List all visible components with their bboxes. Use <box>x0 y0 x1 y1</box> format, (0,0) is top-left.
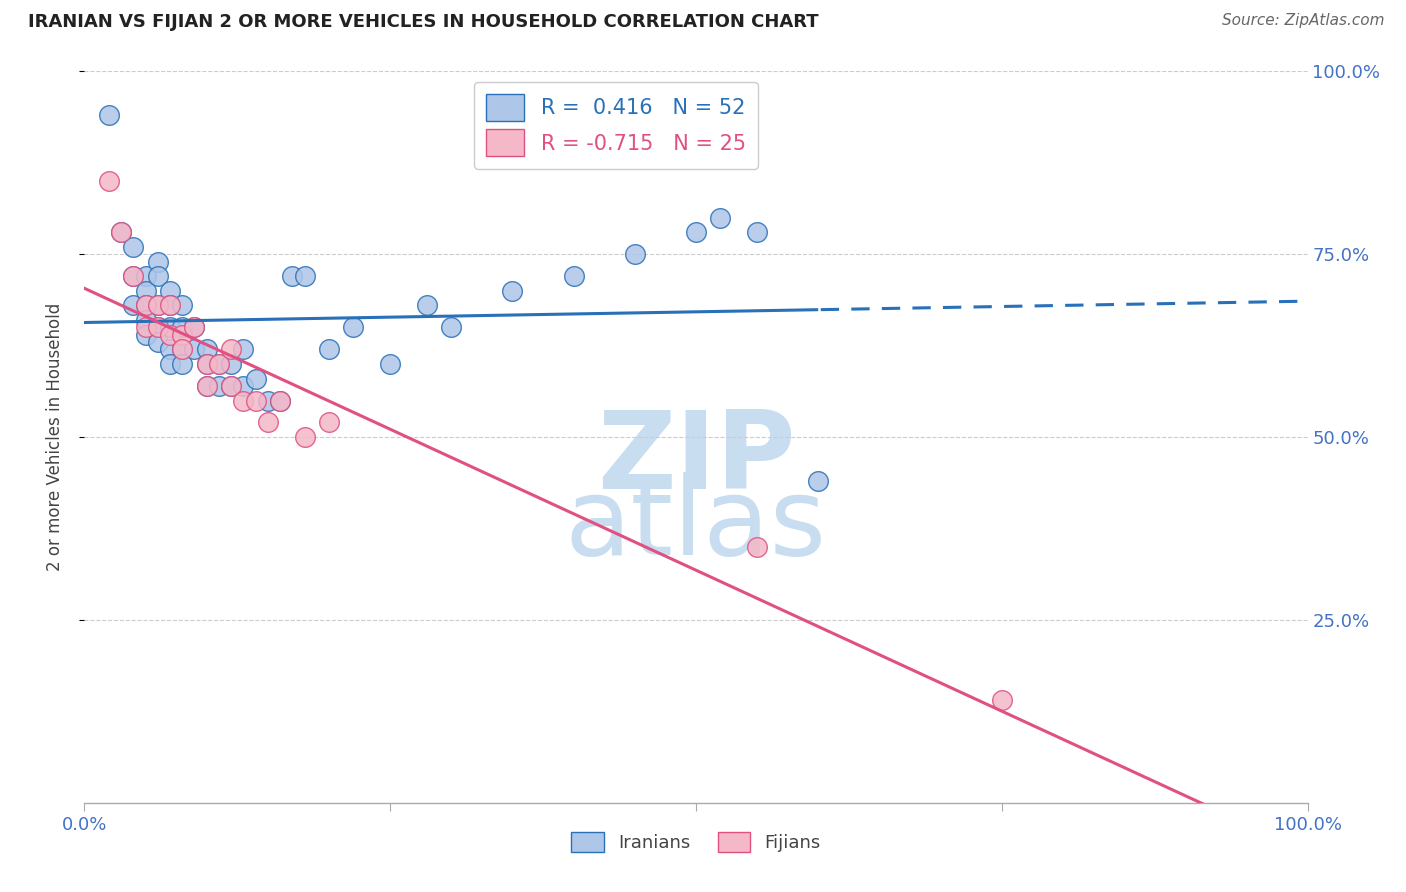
Point <box>257 416 280 430</box>
Point <box>172 343 194 357</box>
Point <box>135 298 157 312</box>
Point <box>172 357 194 371</box>
Point <box>135 298 157 312</box>
Point <box>562 269 585 284</box>
Point <box>219 379 242 393</box>
Point <box>110 225 132 239</box>
Point <box>245 393 267 408</box>
Point <box>502 284 524 298</box>
Point <box>146 298 169 312</box>
Text: IRANIAN VS FIJIAN 2 OR MORE VEHICLES IN HOUSEHOLD CORRELATION CHART: IRANIAN VS FIJIAN 2 OR MORE VEHICLES IN … <box>28 13 818 31</box>
Point <box>122 240 145 254</box>
Point <box>807 474 830 488</box>
Point <box>159 320 181 334</box>
Point <box>146 254 169 268</box>
Y-axis label: 2 or more Vehicles in Household: 2 or more Vehicles in Household <box>45 303 63 571</box>
Point <box>172 320 194 334</box>
Point <box>318 416 340 430</box>
Point <box>709 211 731 225</box>
Point <box>146 298 169 312</box>
Text: atlas: atlas <box>565 472 827 578</box>
Point <box>159 357 181 371</box>
Point <box>208 357 231 371</box>
Point <box>159 298 181 312</box>
Point <box>122 269 145 284</box>
Point <box>97 174 120 188</box>
Point <box>183 320 205 334</box>
Point <box>208 357 231 371</box>
Point <box>257 393 280 408</box>
Point <box>208 379 231 393</box>
Point <box>269 393 291 408</box>
Point <box>195 357 218 371</box>
Point <box>135 327 157 342</box>
Point <box>232 379 254 393</box>
Point <box>195 379 218 393</box>
Point <box>281 269 304 284</box>
Text: Source: ZipAtlas.com: Source: ZipAtlas.com <box>1222 13 1385 29</box>
Point <box>416 298 439 312</box>
Point <box>172 327 194 342</box>
Point <box>219 343 242 357</box>
Point <box>122 298 145 312</box>
Point <box>232 393 254 408</box>
Legend: Iranians, Fijians: Iranians, Fijians <box>564 824 828 860</box>
Point <box>195 343 218 357</box>
Point <box>219 357 242 371</box>
Point <box>159 343 181 357</box>
Point <box>440 320 463 334</box>
Point <box>245 371 267 385</box>
Point <box>294 430 316 444</box>
Point <box>183 320 205 334</box>
Point <box>172 343 194 357</box>
Point <box>183 343 205 357</box>
Point <box>269 393 291 408</box>
Point <box>159 298 181 312</box>
Point <box>219 379 242 393</box>
Point <box>624 247 647 261</box>
Point <box>159 284 181 298</box>
Point <box>294 269 316 284</box>
Point <box>232 343 254 357</box>
Point <box>135 313 157 327</box>
Point <box>97 108 120 122</box>
Point <box>685 225 707 239</box>
Point <box>318 343 340 357</box>
Point <box>110 225 132 239</box>
Point <box>991 693 1014 707</box>
Point <box>146 320 169 334</box>
Point <box>380 357 402 371</box>
Point <box>342 320 364 334</box>
Point <box>747 540 769 554</box>
Point <box>159 327 181 342</box>
Point <box>146 320 169 334</box>
Point <box>747 225 769 239</box>
Point <box>172 298 194 312</box>
Point <box>146 334 169 349</box>
Point <box>122 269 145 284</box>
Text: ZIP: ZIP <box>596 406 796 512</box>
Point <box>135 320 157 334</box>
Point <box>195 357 218 371</box>
Point <box>135 269 157 284</box>
Point <box>146 269 169 284</box>
Point <box>195 379 218 393</box>
Point <box>135 284 157 298</box>
